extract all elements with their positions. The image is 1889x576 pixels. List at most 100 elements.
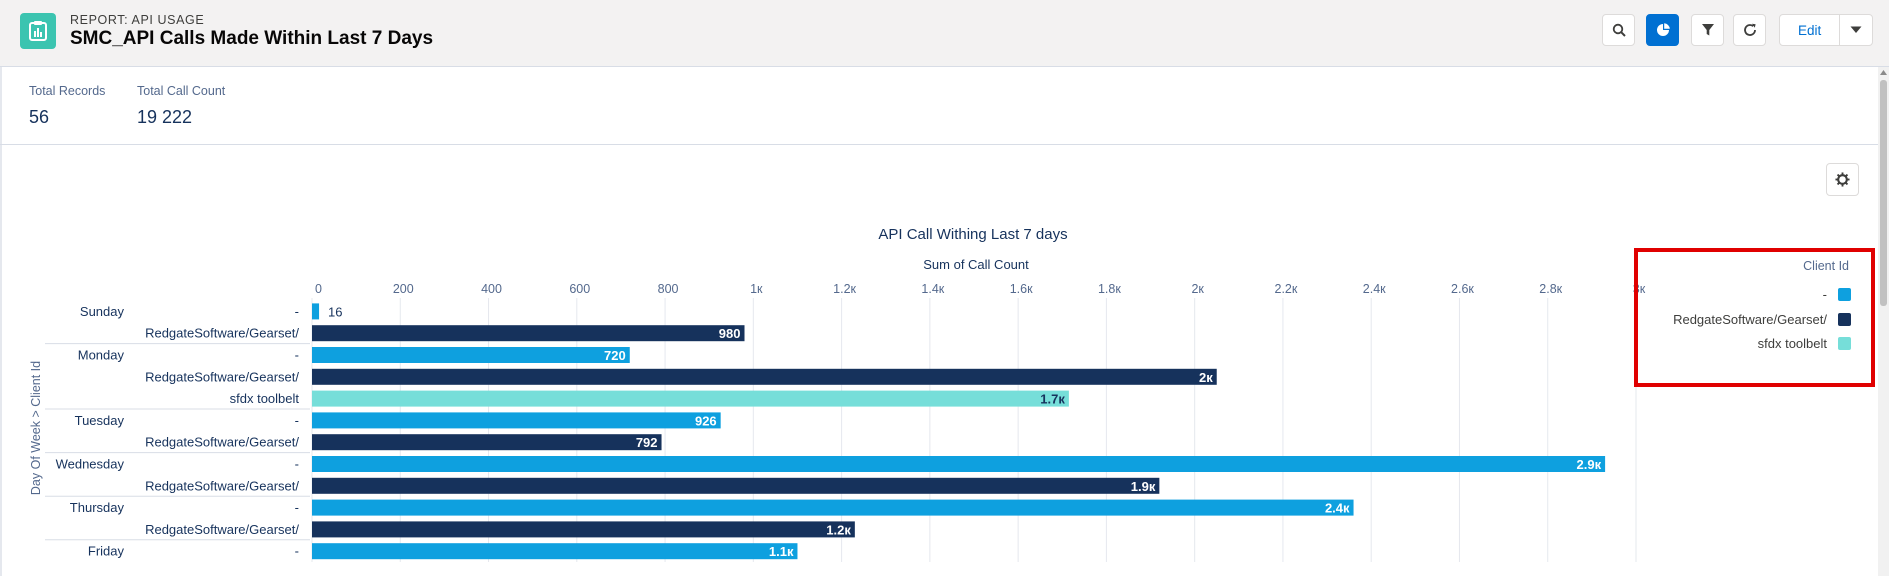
day-label: Monday xyxy=(78,348,125,363)
bar-value-label: 792 xyxy=(636,435,658,450)
x-tick-label: 1к xyxy=(750,282,763,296)
refresh-icon xyxy=(1743,23,1756,36)
bar xyxy=(312,434,662,451)
report-type-label: REPORT: API USAGE xyxy=(70,13,205,27)
x-tick-label: 0 xyxy=(315,282,322,296)
bar-category-label: RedgateSoftware/Gearset/ xyxy=(145,369,299,384)
scrollbar-thumb[interactable] xyxy=(1880,80,1887,306)
bar xyxy=(312,347,630,363)
chart-legend: Client Id - RedgateSoftware/Gearset/ sfd… xyxy=(1634,248,1875,387)
legend-item-sfdx[interactable]: sfdx toolbelt xyxy=(1758,336,1851,351)
edit-menu-button[interactable] xyxy=(1840,15,1872,45)
chevron-down-icon xyxy=(1850,26,1862,33)
bar-value-label: 2.9к xyxy=(1577,457,1602,472)
bar xyxy=(312,456,1606,472)
search-button[interactable] xyxy=(1602,14,1635,46)
summary-divider xyxy=(0,144,1878,145)
legend-title: Client Id xyxy=(1803,259,1849,273)
x-tick-label: 1.8к xyxy=(1098,282,1121,296)
bar-value-label: 1.2к xyxy=(826,522,851,537)
left-border xyxy=(0,67,2,576)
legend-swatch xyxy=(1838,337,1851,350)
bar xyxy=(312,543,798,560)
x-tick-label: 1.2к xyxy=(833,282,856,296)
bar-value-label: 720 xyxy=(604,348,626,363)
scroll-up-arrow[interactable] xyxy=(1878,67,1889,78)
bar xyxy=(312,325,745,342)
bar-category-label: RedgateSoftware/Gearset/ xyxy=(145,522,299,537)
y-axis-title: Day Of Week > Client Id xyxy=(29,361,43,495)
chevron-up-icon xyxy=(1880,70,1887,75)
report-header: REPORT: API USAGE SMC_API Calls Made Wit… xyxy=(0,0,1889,67)
x-tick-label: 600 xyxy=(569,282,590,296)
day-label: Friday xyxy=(88,544,125,559)
total-call-count-label: Total Call Count xyxy=(137,84,226,98)
legend-label: RedgateSoftware/Gearset/ xyxy=(1673,312,1827,327)
bar xyxy=(312,368,1217,385)
gear-icon xyxy=(1835,172,1850,187)
x-tick-label: 200 xyxy=(393,282,414,296)
bar-category-label: - xyxy=(295,500,299,515)
filter-icon xyxy=(1701,24,1714,36)
x-tick-label: 2.2к xyxy=(1275,282,1298,296)
bar xyxy=(312,521,855,538)
x-tick-label: 2к xyxy=(1191,282,1204,296)
x-tick-label: 1.4к xyxy=(921,282,944,296)
bar xyxy=(312,477,1160,494)
legend-label: - xyxy=(1822,287,1827,302)
bar-value-label: 2к xyxy=(1199,370,1213,385)
x-axis-title: Sum of Call Count xyxy=(923,257,1029,272)
bar-category-label: RedgateSoftware/Gearset/ xyxy=(145,478,299,493)
x-tick-label: 2.4к xyxy=(1363,282,1386,296)
day-label: Sunday xyxy=(80,304,125,319)
bar xyxy=(312,499,1354,516)
bar-value-label: 2.4к xyxy=(1325,501,1350,516)
bar-value-label: 926 xyxy=(695,413,717,428)
bar-category-label: sfdx toolbelt xyxy=(230,391,300,406)
legend-label: sfdx toolbelt xyxy=(1757,336,1827,351)
total-records-value: 56 xyxy=(29,107,50,127)
bar-category-label: - xyxy=(295,304,299,319)
bar-category-label: - xyxy=(295,457,299,472)
bar xyxy=(312,412,721,429)
bar-value-label: 16 xyxy=(328,304,342,319)
bar-category-label: RedgateSoftware/Gearset/ xyxy=(145,326,299,341)
page-title: SMC_API Calls Made Within Last 7 Days xyxy=(70,28,434,49)
legend-swatch xyxy=(1838,313,1851,326)
legend-item-redgate[interactable]: RedgateSoftware/Gearset/ xyxy=(1673,312,1851,327)
refresh-button[interactable] xyxy=(1733,14,1766,46)
x-tick-label: 400 xyxy=(481,282,502,296)
bar-category-label: RedgateSoftware/Gearset/ xyxy=(145,435,299,450)
bar xyxy=(312,390,1069,407)
day-label: Wednesday xyxy=(56,457,125,472)
chart-toggle-button[interactable] xyxy=(1646,14,1679,46)
search-icon xyxy=(1612,23,1626,37)
edit-button-group: Edit xyxy=(1779,14,1873,46)
x-tick-label: 2.8к xyxy=(1539,282,1562,296)
legend-swatch xyxy=(1838,288,1851,301)
chart-title: API Call Withing Last 7 days xyxy=(878,226,1067,243)
legend-item-dash[interactable]: - xyxy=(1823,287,1851,302)
day-label: Thursday xyxy=(70,500,125,515)
bar-value-label: 1.9к xyxy=(1131,479,1156,494)
total-records-label: Total Records xyxy=(29,84,106,98)
edit-button[interactable]: Edit xyxy=(1780,15,1841,45)
day-label: Tuesday xyxy=(75,413,125,428)
filter-button[interactable] xyxy=(1691,14,1724,46)
x-tick-label: 2.6к xyxy=(1451,282,1474,296)
pie-chart-icon xyxy=(1656,23,1670,36)
bar-category-label: - xyxy=(295,348,299,363)
chart-settings-button[interactable] xyxy=(1826,163,1859,196)
bar-value-label: 1.7к xyxy=(1040,392,1065,407)
bar-category-label: - xyxy=(295,544,299,559)
page-scrollbar[interactable] xyxy=(1878,67,1889,576)
bar xyxy=(312,303,320,320)
x-tick-label: 800 xyxy=(658,282,679,296)
bar-value-label: 1.1к xyxy=(769,544,794,559)
bar-value-label: 980 xyxy=(719,326,741,341)
bar-category-label: - xyxy=(295,413,299,428)
total-call-count-value: 19 222 xyxy=(137,107,193,127)
x-tick-label: 1.6к xyxy=(1010,282,1033,296)
report-icon xyxy=(20,13,56,49)
